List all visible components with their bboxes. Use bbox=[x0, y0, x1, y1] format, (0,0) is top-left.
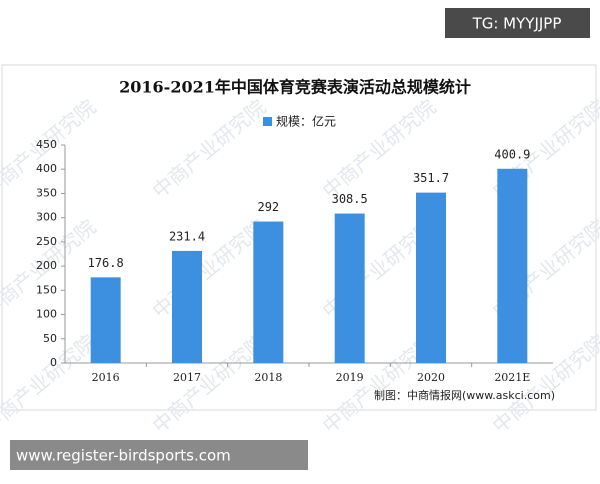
tag-text: TG: MYYJJPP bbox=[472, 15, 562, 33]
y-tick-label: 0 bbox=[50, 356, 57, 369]
url-text: www.register-birdsports.com bbox=[16, 447, 231, 465]
y-tick-label: 400 bbox=[36, 162, 57, 175]
bar bbox=[90, 277, 121, 363]
y-tick-label: 250 bbox=[36, 235, 57, 248]
y-tick-label: 200 bbox=[36, 259, 57, 272]
data-label: 292 bbox=[257, 200, 279, 214]
x-tick-label: 2021E bbox=[494, 371, 530, 384]
data-label: 351.7 bbox=[413, 171, 449, 185]
x-tick-label: 2020 bbox=[417, 371, 445, 384]
y-tick-label: 350 bbox=[36, 186, 57, 199]
y-tick-label: 150 bbox=[36, 283, 57, 296]
tag-box bbox=[445, 8, 590, 38]
url-box bbox=[10, 440, 308, 470]
bar bbox=[334, 213, 365, 363]
x-tick-label: 2019 bbox=[336, 371, 364, 384]
chart-title: 2016-2021年中国体育竞赛表演活动总规模统计 bbox=[119, 78, 471, 97]
x-tick-label: 2018 bbox=[254, 371, 282, 384]
bar bbox=[416, 192, 446, 363]
data-label: 231.4 bbox=[169, 229, 205, 243]
bar bbox=[253, 221, 284, 363]
y-tick-label: 450 bbox=[36, 138, 57, 151]
legend-label: 规模：亿元 bbox=[276, 114, 336, 129]
legend-swatch bbox=[263, 117, 272, 126]
y-tick-label: 100 bbox=[36, 308, 57, 321]
y-tick-label: 50 bbox=[43, 332, 57, 345]
data-label: 400.9 bbox=[494, 147, 530, 161]
data-label: 176.8 bbox=[88, 256, 124, 270]
x-tick-label: 2016 bbox=[92, 371, 120, 384]
x-tick-label: 2017 bbox=[173, 371, 201, 384]
data-label: 308.5 bbox=[332, 192, 368, 206]
bar bbox=[497, 168, 528, 363]
y-tick-label: 300 bbox=[36, 211, 57, 224]
bar bbox=[172, 250, 202, 363]
source-note: 制图：中商情报网(www.askci.com) bbox=[374, 388, 555, 402]
